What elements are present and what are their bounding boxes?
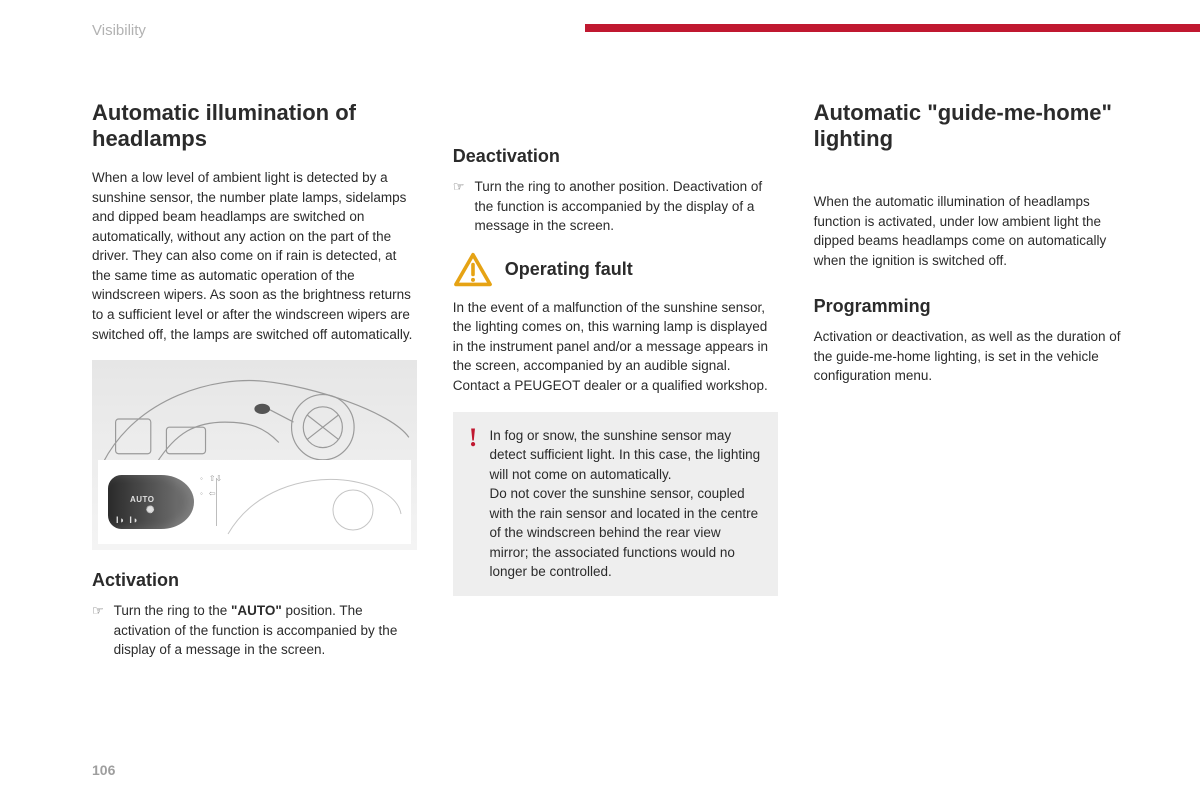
stalk-beam-icon: I◗ I◗: [116, 515, 139, 525]
stalk-auto-label: AUTO: [130, 495, 155, 504]
column-right: Automatic "guide-me-home" lighting When …: [814, 100, 1132, 660]
warning-triangle-icon: [453, 252, 493, 288]
page-content: Automatic illumination of headlamps When…: [92, 100, 1132, 660]
gmh-intro: When the automatic illumination of headl…: [814, 192, 1132, 270]
heading-activation: Activation: [92, 570, 417, 591]
stalk-star-icon: ✺: [146, 505, 155, 516]
pointer-icon: ☞: [92, 601, 104, 660]
callout-box: ! In fog or snow, the sunshine sensor ma…: [453, 412, 778, 597]
intro-paragraph: When a low level of ambient light is det…: [92, 168, 417, 344]
heading-auto-illumination: Automatic illumination of headlamps: [92, 100, 417, 152]
heading-programming: Programming: [814, 296, 1132, 317]
stalk-illustration: AUTO ✺ I◗ I◗ ◦⇧⇩ ◦⇦: [92, 360, 417, 550]
page-number: 106: [92, 762, 115, 778]
stalk-knob: AUTO ✺ I◗ I◗: [108, 475, 194, 529]
callout-body: In fog or snow, the sunshine sensor may …: [489, 426, 761, 583]
fault-body: In the event of a malfunction of the sun…: [453, 298, 778, 396]
stalk-context-outline: [223, 466, 403, 538]
heading-guide-me-home: Automatic "guide-me-home" lighting: [814, 100, 1132, 152]
accent-bar: [585, 24, 1200, 32]
dashboard-outline: [98, 366, 411, 468]
stalk-detail: AUTO ✺ I◗ I◗ ◦⇧⇩ ◦⇦: [98, 460, 411, 544]
fault-heading-row: Operating fault: [453, 252, 778, 288]
deactivation-row: ☞ Turn the ring to another position. Dea…: [453, 177, 778, 236]
stalk-side-icons: ◦⇧⇩ ◦⇦: [200, 474, 222, 498]
activation-body: Turn the ring to the "AUTO" position. Th…: [114, 601, 417, 660]
exclamation-icon: !: [469, 426, 478, 583]
pointer-icon: ☞: [453, 177, 465, 236]
section-label: Visibility: [92, 22, 146, 39]
column-left: Automatic illumination of headlamps When…: [92, 100, 417, 660]
programming-body: Activation or deactivation, as well as t…: [814, 327, 1132, 386]
activation-row: ☞ Turn the ring to the "AUTO" position. …: [92, 601, 417, 660]
column-middle: Deactivation ☞ Turn the ring to another …: [453, 100, 778, 660]
heading-deactivation: Deactivation: [453, 146, 778, 167]
heading-operating-fault: Operating fault: [505, 259, 633, 280]
deactivation-body: Turn the ring to another position. Deact…: [474, 177, 777, 236]
